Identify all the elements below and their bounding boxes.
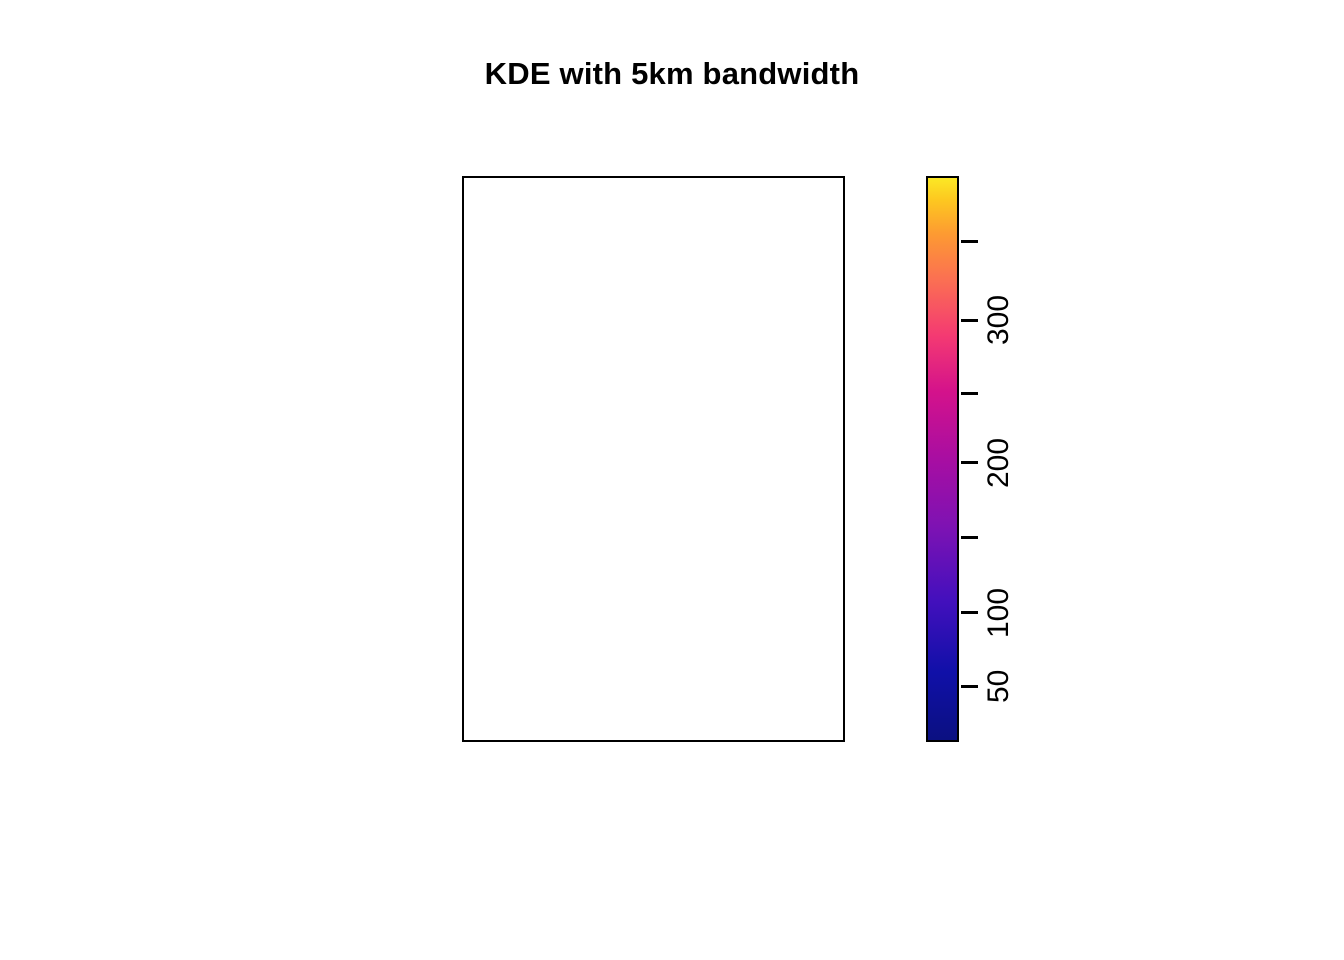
legend-label-300: 300 [982, 295, 1015, 346]
color-legend: 300 200 100 50 [926, 176, 1056, 742]
legend-tick-50 [961, 685, 978, 689]
map-panel [462, 176, 845, 742]
legend-tick-150 [961, 535, 978, 539]
legend-tick-100 [961, 611, 978, 615]
legend-tick-200 [961, 461, 978, 465]
color-bar [926, 176, 959, 742]
legend-label-100: 100 [982, 587, 1015, 638]
legend-tick-300 [961, 318, 978, 322]
page-title: KDE with 5km bandwidth [484, 56, 860, 91]
legend-tick-250 [961, 391, 978, 395]
plot-box [462, 176, 845, 742]
legend-tick-350 [961, 239, 978, 243]
legend-label-200: 200 [982, 437, 1015, 488]
legend-label-50: 50 [982, 669, 1015, 704]
